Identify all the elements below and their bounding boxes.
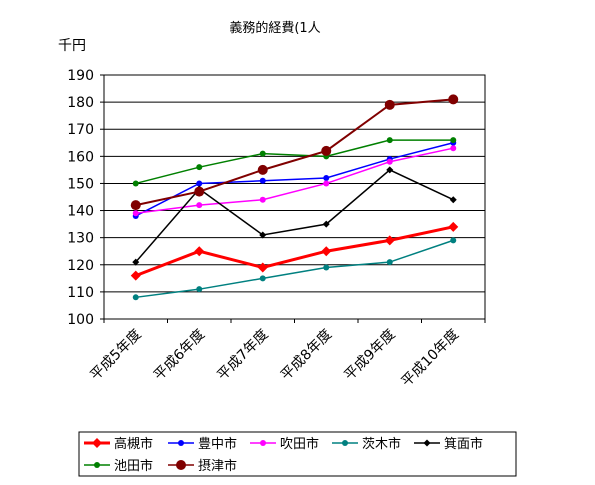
y-tick-label: 190 xyxy=(67,68,94,84)
data-point xyxy=(132,180,139,187)
data-point xyxy=(260,440,266,446)
data-point xyxy=(132,210,139,217)
data-point xyxy=(321,246,332,257)
data-point xyxy=(259,196,266,203)
data-point xyxy=(132,258,140,266)
plot-background xyxy=(103,74,486,320)
legend-label: 高槻市 xyxy=(114,436,153,452)
legend-item: 豊中市 xyxy=(168,436,237,452)
data-point xyxy=(130,200,141,211)
y-tick-label: 120 xyxy=(67,258,94,274)
data-point xyxy=(450,145,457,152)
y-axis: 100 110 120 130 140 150 160 170 180 190 xyxy=(67,68,104,328)
data-point xyxy=(257,262,268,273)
legend-label: 池田市 xyxy=(114,458,153,474)
series-path xyxy=(135,147,454,215)
data-point xyxy=(386,158,393,165)
series-line xyxy=(132,237,457,301)
data-point xyxy=(132,294,139,301)
x-tick-label: 平成9年度 xyxy=(341,327,398,384)
data-point xyxy=(384,235,395,246)
data-point xyxy=(342,440,348,446)
series-path xyxy=(135,225,454,278)
series-line xyxy=(130,221,459,281)
series-line xyxy=(132,145,457,217)
y-tick-label: 140 xyxy=(67,204,94,220)
legend-item: 高槻市 xyxy=(84,436,153,452)
legend-label: 吹田市 xyxy=(280,436,319,452)
legend-frame xyxy=(78,431,517,477)
data-point xyxy=(259,150,266,157)
series-path xyxy=(135,239,454,299)
data-point xyxy=(259,177,266,184)
data-point xyxy=(423,439,431,447)
data-point xyxy=(196,180,203,187)
data-point xyxy=(196,286,203,293)
data-point xyxy=(323,175,330,182)
y-tick-label: 100 xyxy=(67,312,94,328)
x-axis: 平成5年度 平成6年度 平成7年度 平成8年度 平成9年度 平成10年度 xyxy=(87,319,486,391)
y-tick-label: 110 xyxy=(67,285,94,301)
y-tick-label: 180 xyxy=(67,95,94,111)
legend-label: 茨木市 xyxy=(362,436,401,452)
x-tick-label: 平成5年度 xyxy=(87,327,144,384)
series-line xyxy=(132,137,457,187)
series-path xyxy=(135,139,454,185)
data-point xyxy=(257,164,268,175)
data-point xyxy=(259,231,267,239)
data-point xyxy=(176,460,186,470)
legend-item: 箕面市 xyxy=(414,436,483,452)
data-point xyxy=(196,164,203,171)
data-point xyxy=(450,137,457,144)
data-point xyxy=(194,186,205,197)
data-point xyxy=(449,196,457,204)
y-tick-label: 150 xyxy=(67,176,94,192)
data-point xyxy=(321,145,332,156)
series-line xyxy=(130,94,459,211)
data-point xyxy=(196,202,203,209)
plot-area: 100 110 120 130 140 150 160 170 180 190 平成5年度 平成6年… xyxy=(67,68,486,391)
legend-label: 豊中市 xyxy=(198,436,237,452)
series-path xyxy=(135,98,454,207)
data-point xyxy=(386,166,394,174)
x-tick-label: 平成10年度 xyxy=(399,327,463,391)
series-path xyxy=(135,142,454,217)
data-point xyxy=(386,259,393,266)
data-point xyxy=(384,99,395,110)
legend-label: 摂津市 xyxy=(198,458,237,474)
data-point xyxy=(386,137,393,144)
series-path xyxy=(135,169,454,263)
y-tick-label: 130 xyxy=(67,231,94,247)
data-point xyxy=(323,180,330,187)
data-point xyxy=(178,440,184,446)
legend-item: 茨木市 xyxy=(332,436,401,452)
data-point xyxy=(323,264,330,271)
data-point xyxy=(259,275,266,282)
chart-title: 義務的経費(1人 xyxy=(229,20,320,36)
data-point xyxy=(94,462,100,468)
y-axis-unit-label: 千円 xyxy=(58,38,86,54)
data-point xyxy=(448,221,459,232)
legend-item: 池田市 xyxy=(84,458,153,474)
data-point xyxy=(448,94,459,105)
series-layer xyxy=(130,94,459,301)
legend-item: 摂津市 xyxy=(168,458,237,474)
y-tick-label: 170 xyxy=(67,122,94,138)
x-tick-label: 平成7年度 xyxy=(214,327,271,384)
data-point xyxy=(194,246,205,257)
legend-item: 吹田市 xyxy=(250,436,319,452)
legend-label: 箕面市 xyxy=(444,436,483,452)
data-point xyxy=(450,237,457,244)
x-tick-label: 平成8年度 xyxy=(278,327,335,384)
y-tick-label: 160 xyxy=(67,149,94,165)
data-point xyxy=(92,438,102,448)
data-point xyxy=(322,220,330,228)
data-point xyxy=(130,270,141,281)
x-tick-label: 平成6年度 xyxy=(151,327,208,384)
